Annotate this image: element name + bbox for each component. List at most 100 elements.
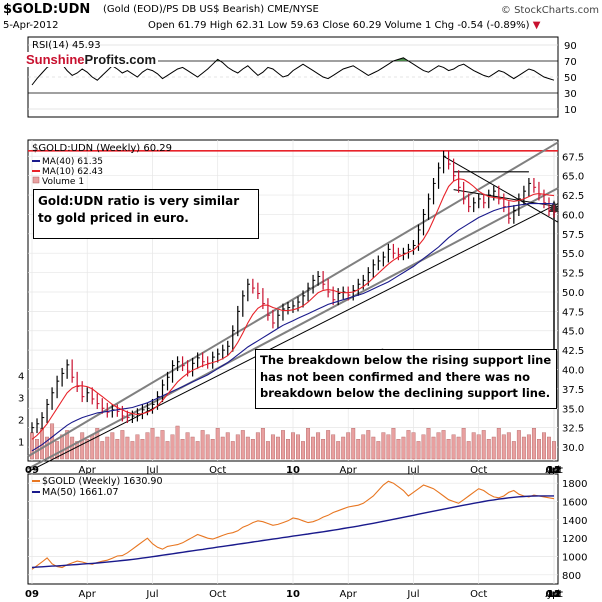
volume-bar <box>416 441 421 460</box>
volume-bar <box>371 436 376 460</box>
volume-tick-label: 2 <box>18 415 24 426</box>
volume-bar <box>511 441 516 460</box>
x-tick-label: Oct <box>209 465 226 476</box>
volume-bar <box>552 441 556 460</box>
gold-x-tick-label: Apr <box>545 589 563 600</box>
volume-bar <box>446 439 451 460</box>
stockcharts-watermark[interactable]: © StockCharts.com <box>500 5 599 16</box>
x-tick-label: Apr <box>545 465 563 476</box>
ohlc-values: Open 61.79 High 62.31 Low 59.63 Close 60… <box>148 20 530 31</box>
volume-bar <box>441 430 446 460</box>
volume-bar <box>461 428 466 460</box>
volume-bar <box>210 439 215 460</box>
volume-bar <box>225 432 230 460</box>
rsi-legend: RSI(14) 45.93 <box>32 40 101 51</box>
volume-bar <box>376 441 381 460</box>
volume-bar <box>431 436 436 460</box>
channel-upper-line <box>27 141 559 458</box>
volume-bar <box>481 430 486 460</box>
volume-bar <box>175 425 180 460</box>
volume-bar <box>401 436 406 460</box>
gold-x-tick-label: Apr <box>545 589 563 600</box>
ohlc-readout: Open 61.79 High 62.31 Low 59.63 Close 60… <box>148 20 540 31</box>
volume-bar <box>366 430 371 460</box>
volume-bar <box>476 434 481 460</box>
gold-ma50-line <box>31 495 554 569</box>
volume-bar <box>110 432 115 460</box>
price-tick-label: 32.5 <box>562 424 584 435</box>
ma40-line <box>31 203 555 452</box>
volume-bar <box>265 441 270 460</box>
volume-bar <box>341 436 346 460</box>
x-tick-label: Jul <box>547 465 560 476</box>
x-tick-label: Jul <box>406 465 419 476</box>
gold-legend: $GOLD (Weekly) 1630.90 <box>42 476 163 487</box>
volume-bar <box>260 428 265 460</box>
volume-bar <box>486 439 491 460</box>
volume-bar <box>185 432 190 460</box>
volume-bar <box>411 432 416 460</box>
volume-bar <box>471 432 476 460</box>
volume-bar <box>391 428 396 460</box>
chart-header: $GOLD:UDN (Gold (EOD)/PS DB US$ Bearish)… <box>3 2 599 36</box>
gold-x-tick-label: Jul <box>547 589 560 600</box>
gold-x-tick-label: Jul <box>406 589 419 600</box>
gold-x-tick-label: Oct <box>545 589 562 600</box>
volume-bar <box>245 436 250 460</box>
volume-bar <box>170 434 175 460</box>
price-tick-label: 35.0 <box>562 404 584 415</box>
volume-bar <box>491 436 496 460</box>
rsi-tick-label: 30 <box>564 89 577 100</box>
volume-bar <box>542 432 546 460</box>
volume-tick-label: 4 <box>18 371 24 382</box>
volume-bar <box>466 441 471 460</box>
volume-bar <box>125 436 130 460</box>
volume-bar <box>80 432 85 460</box>
volume-bar <box>456 436 461 460</box>
price-tick-label: 40.0 <box>562 366 584 377</box>
volume-bar <box>215 428 220 460</box>
chart-date: 5-Apr-2012 <box>3 20 59 31</box>
x-tick-label: 09 <box>25 465 39 476</box>
volume-bar <box>521 436 526 460</box>
symbol-description: (Gold (EOD)/PS DB US$ Bearish) CME/NYSE <box>103 4 319 15</box>
gold-x-tick-label: 12 <box>547 589 561 600</box>
volume-bar <box>386 434 391 460</box>
volume-bar <box>200 430 205 460</box>
volume-bar <box>85 439 90 460</box>
volume-bar <box>426 428 431 460</box>
gold-x-tick-label: Oct <box>470 589 487 600</box>
price-tick-label: 47.5 <box>562 307 584 318</box>
volume-tick-label: 1 <box>18 437 24 448</box>
gold-tick-label: 1600 <box>562 498 587 509</box>
price-tick-label: 57.5 <box>562 230 584 241</box>
volume-bar <box>316 432 321 460</box>
volume-bar <box>205 434 210 460</box>
x-tick-label: Oct <box>545 465 562 476</box>
volume-bar <box>306 428 311 460</box>
volume-bar <box>130 441 135 460</box>
gold-tick-label: 1800 <box>562 479 587 490</box>
gold-price-line <box>31 480 555 570</box>
channel-middle-line <box>27 187 559 470</box>
volume-bar <box>436 432 441 460</box>
volume-bar <box>356 439 361 460</box>
x-tick-label: 11 <box>547 465 561 476</box>
volume-bar <box>547 436 551 460</box>
volume-bar <box>255 432 260 460</box>
price-tick-label: 42.5 <box>562 346 584 357</box>
volume-bar <box>60 434 65 460</box>
gold-x-tick-label: Apr <box>79 589 97 600</box>
volume-bar <box>160 430 165 460</box>
gold-tick-label: 1000 <box>562 553 587 564</box>
ma40-legend: MA(40) 61.35 <box>42 157 103 167</box>
volume-bar <box>501 434 506 460</box>
ma50-legend: MA(50) 1661.07 <box>42 487 119 498</box>
gold-tick-label: 1400 <box>562 516 587 527</box>
price-tick-label: 65.0 <box>562 172 584 183</box>
x-tick-label: Apr <box>79 465 97 476</box>
volume-bar <box>115 439 120 460</box>
volume-bar <box>296 434 300 460</box>
volume-bar <box>65 430 70 460</box>
